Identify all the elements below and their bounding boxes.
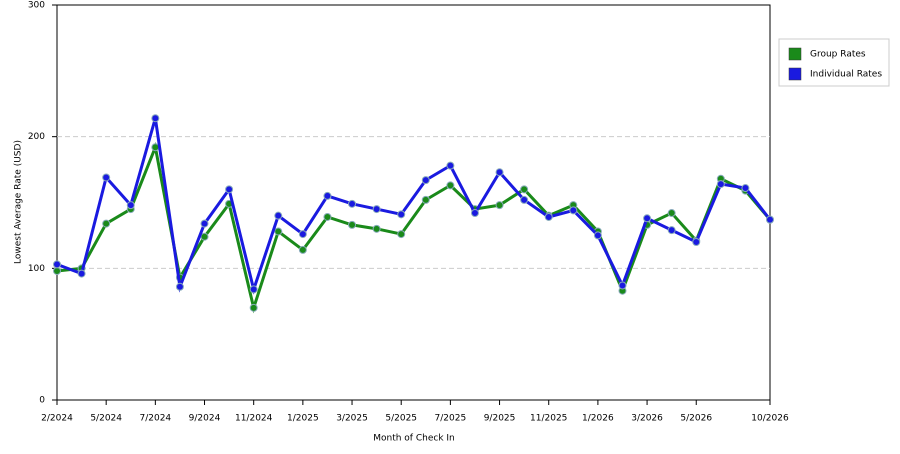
data-point — [421, 195, 430, 204]
data-point — [102, 173, 111, 182]
x-tick-label: 3/2026 — [631, 414, 663, 424]
data-point — [225, 185, 234, 194]
x-tick-label: 9/2024 — [189, 414, 221, 424]
data-point — [495, 201, 504, 210]
y-axis-label: Lowest Average Rate (USD) — [14, 140, 24, 264]
data-point — [397, 210, 406, 219]
x-tick-label: 7/2024 — [140, 414, 172, 424]
x-tick-label: 5/2024 — [90, 414, 122, 424]
data-point — [323, 191, 332, 200]
legend-swatch — [788, 47, 802, 61]
data-point — [298, 245, 307, 254]
data-point — [348, 199, 357, 208]
data-point — [569, 206, 578, 215]
data-point — [741, 184, 750, 193]
data-point — [348, 220, 357, 229]
data-point — [766, 215, 774, 224]
data-point — [274, 227, 283, 236]
data-point — [323, 212, 332, 221]
x-axis-label: Month of Check In — [373, 434, 455, 444]
legend-label: Group Rates — [810, 50, 866, 60]
data-point — [53, 266, 61, 275]
data-point — [53, 260, 61, 269]
data-point — [421, 176, 430, 185]
data-point — [643, 214, 652, 223]
data-point — [495, 168, 504, 177]
data-point — [692, 238, 701, 246]
data-point — [446, 181, 455, 190]
data-point — [470, 209, 479, 218]
data-point — [520, 195, 529, 204]
data-point — [249, 303, 258, 312]
x-tick-label: 5/2025 — [385, 414, 417, 424]
y-tick-label: 300 — [28, 1, 45, 11]
data-point — [372, 205, 381, 214]
data-point — [520, 185, 529, 194]
data-point — [298, 230, 307, 239]
data-point — [77, 269, 86, 278]
x-tick-label: 10/2026 — [751, 414, 789, 424]
legend-label: Individual Rates — [810, 70, 882, 80]
x-tick-label: 3/2025 — [336, 414, 368, 424]
x-tick-label: 11/2025 — [530, 414, 567, 424]
x-tick-label: 2/2024 — [41, 414, 73, 424]
data-point — [126, 201, 135, 210]
legend-swatch — [788, 67, 802, 81]
data-point — [716, 180, 725, 189]
y-tick-label: 200 — [28, 132, 45, 142]
data-point — [175, 282, 184, 291]
x-tick-label: 1/2026 — [582, 414, 614, 424]
x-tick-label: 11/2024 — [235, 414, 273, 424]
data-point — [372, 224, 381, 233]
data-point — [667, 226, 676, 235]
data-point — [667, 209, 676, 218]
y-tick-label: 100 — [28, 264, 45, 274]
data-point — [249, 285, 258, 294]
data-point — [274, 211, 283, 220]
series-line — [56, 117, 772, 295]
x-tick-label: 9/2025 — [484, 414, 516, 424]
x-tick-label: 5/2026 — [680, 414, 712, 424]
data-point — [102, 219, 111, 228]
data-point — [200, 232, 209, 241]
data-point — [446, 161, 455, 170]
y-tick-label: 0 — [39, 396, 45, 406]
x-tick-label: 1/2025 — [287, 414, 319, 424]
data-point — [200, 219, 209, 228]
data-point — [151, 114, 160, 123]
data-point — [544, 212, 553, 221]
data-point — [593, 231, 602, 240]
data-point — [397, 230, 406, 239]
x-tick-label: 7/2025 — [435, 414, 467, 424]
data-point — [618, 281, 627, 290]
plot-frame — [56, 4, 771, 401]
